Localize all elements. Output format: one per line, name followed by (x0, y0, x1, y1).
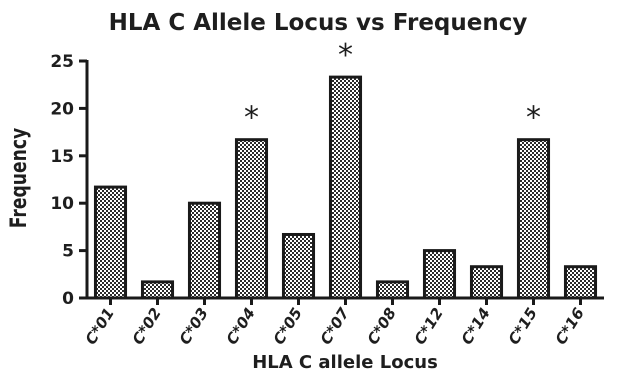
bar-c01 (93, 185, 128, 300)
chart-title: HLA C Allele Locus vs Frequency (109, 10, 528, 36)
x-tick-label: C*03 (176, 305, 212, 348)
significance-star: * (244, 101, 259, 136)
y-tick-label: 25 (50, 52, 74, 72)
x-tick-label: C*12 (411, 305, 447, 348)
x-tick-label: C*16 (552, 305, 588, 348)
x-tick-label: C*04 (223, 305, 259, 348)
bars (93, 75, 598, 300)
bar-c16 (563, 265, 598, 300)
x-tick-label: C*01 (82, 305, 118, 348)
x-tick-label: C*07 (317, 304, 354, 348)
x-tick-label: C*05 (270, 305, 306, 348)
x-tick-label: C*02 (129, 305, 165, 348)
bar-c02 (140, 280, 175, 300)
y-tick-label: 20 (50, 99, 74, 119)
y-axis-label: Frequency (6, 128, 32, 229)
bar-c07 (328, 75, 363, 300)
x-tick-label: C*08 (364, 305, 400, 348)
bar-c14 (469, 265, 504, 300)
x-tick-label: C*15 (505, 305, 541, 348)
x-axis-label: HLA C allele Locus (252, 352, 438, 373)
bar-c04 (234, 138, 269, 300)
y-axis-ticks: 0 5 10 15 20 25 (50, 52, 87, 309)
y-tick-label: 15 (50, 147, 74, 167)
bar-c12 (422, 249, 457, 300)
significance-star: * (526, 101, 541, 136)
x-axis-ticks: C*01 C*02 C*03 C*04 C*05 C*07 C*08 C*12 C*14 C*15… (82, 298, 588, 348)
x-tick-label: C*14 (458, 305, 494, 348)
bar-c08 (375, 280, 410, 300)
y-tick-label: 5 (62, 242, 74, 262)
significance-markers: * * * (244, 38, 541, 136)
bar-c03 (187, 201, 222, 300)
bar-c15 (516, 138, 551, 300)
y-tick-label: 0 (62, 289, 74, 309)
y-tick-label: 10 (50, 194, 74, 214)
significance-star: * (338, 38, 353, 73)
bar-c05 (281, 232, 316, 300)
